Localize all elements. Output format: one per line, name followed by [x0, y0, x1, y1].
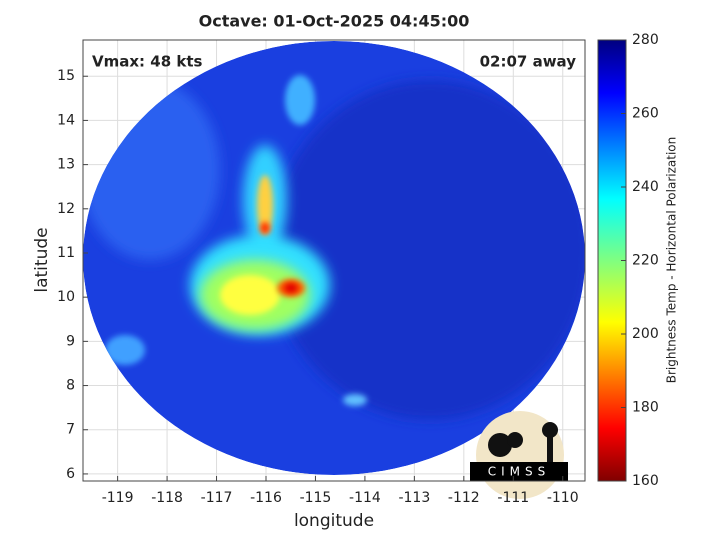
- colorbar-tick-label: 220: [632, 253, 659, 269]
- y-tick-label: 9: [66, 333, 75, 349]
- y-axis-label: latitude: [32, 227, 52, 292]
- colorbar-tick-label: 240: [632, 179, 659, 195]
- plot-frame: [82, 39, 586, 482]
- x-tick-label: -114: [349, 490, 381, 506]
- title: Octave: 01-Oct-2025 04:45:00: [199, 12, 470, 31]
- colorbar-tick-label: 200: [632, 326, 659, 342]
- x-tick-label: -112: [448, 490, 480, 506]
- x-axis-label: longitude: [294, 511, 374, 531]
- y-tick-label: 15: [57, 68, 75, 84]
- y-tick-label: 14: [57, 112, 75, 128]
- logo-text: CIMSS: [488, 465, 551, 479]
- x-tick-label: -111: [497, 490, 529, 506]
- colorbar-tick-label: 280: [632, 32, 659, 48]
- x-tick-label: -117: [201, 490, 233, 506]
- y-tick-label: 8: [66, 378, 75, 394]
- satellite-image: [83, 41, 585, 475]
- colorbar-tick-label: 180: [632, 400, 659, 416]
- x-tick-label: -118: [151, 490, 183, 506]
- colorbar-label: Brightness Temp - Horizontal Polarizatio…: [665, 137, 679, 384]
- x-tick-label: -119: [102, 490, 134, 506]
- x-tick-label: -113: [398, 490, 430, 506]
- colorbar-tick-label: 260: [632, 106, 659, 122]
- vmax-annotation: Vmax: 48 kts: [92, 53, 202, 71]
- y-tick-label: 6: [66, 466, 75, 482]
- logo: CIMSS: [470, 411, 568, 499]
- y-tick-label: 11: [57, 245, 75, 261]
- x-tick-label: -115: [300, 490, 332, 506]
- y-tick-label: 12: [57, 201, 75, 217]
- y-tick-label: 7: [66, 422, 75, 438]
- x-tick-label: -110: [547, 490, 579, 506]
- x-tick-label: -116: [250, 490, 282, 506]
- y-tick-label: 10: [57, 289, 75, 305]
- eta-annotation: 02:07 away: [480, 53, 577, 71]
- y-tick-label: 13: [57, 157, 75, 173]
- colorbar-tick-label: 160: [632, 473, 659, 489]
